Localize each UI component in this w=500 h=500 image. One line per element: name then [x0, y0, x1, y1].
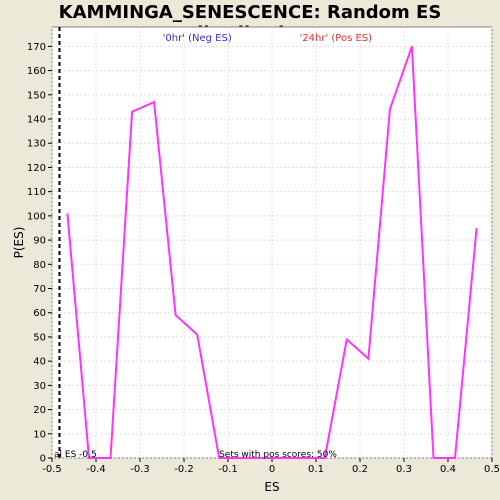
x-tick-label: 0.4 [440, 464, 456, 475]
legend-neg-es: '0hr' (Neg ES) [163, 33, 232, 44]
x-tick-label: 0.5 [484, 464, 500, 475]
y-tick-label: 140 [27, 115, 46, 126]
y-tick-label: 30 [33, 381, 46, 392]
x-tick-label: -0.4 [86, 464, 106, 475]
x-tick-label: -0.1 [218, 464, 238, 475]
grid [51, 27, 493, 459]
x-tick-label: -0.2 [174, 464, 194, 475]
y-tick-label: 130 [27, 139, 46, 150]
y-tick-label: 110 [27, 187, 46, 198]
x-tick-label: -0.3 [130, 464, 150, 475]
y-tick-label: 40 [33, 357, 46, 368]
y-tick-label: 50 [33, 332, 46, 343]
series-line [66, 46, 478, 459]
y-tick-label: 150 [27, 90, 46, 101]
y-tick-label: 20 [33, 405, 46, 416]
y-tick-label: 10 [33, 429, 46, 440]
pos-scores-annotation: Sets with pos scores: 50% [219, 450, 337, 460]
x-axis-label: ES [264, 480, 279, 494]
legend-pos-es: '24hr' (Pos ES) [300, 33, 373, 44]
y-tick-label: 90 [33, 236, 46, 247]
observed-es-label: al ES -0.5 [54, 450, 97, 460]
axis-ticks: 0 10 20 30 40 50 60 70 80 90 100 110 120 130 140 150 160… [27, 42, 500, 475]
plot-area [51, 26, 493, 459]
x-tick-label: 0.3 [396, 464, 412, 475]
y-axis-label: P(ES) [12, 227, 26, 259]
y-tick-label: 60 [33, 308, 46, 319]
x-tick-label: 0 [269, 464, 275, 475]
y-tick-label: 170 [27, 42, 46, 53]
y-tick-label: 80 [33, 260, 46, 271]
y-tick-label: 100 [27, 211, 46, 222]
y-tick-label: 0 [40, 454, 46, 465]
y-tick-label: 120 [27, 163, 46, 174]
y-tick-label: 160 [27, 66, 46, 77]
x-tick-label: 0.1 [308, 464, 324, 475]
x-tick-label: 0.2 [352, 464, 368, 475]
y-tick-label: 70 [33, 284, 46, 295]
x-tick-label: -0.5 [42, 464, 62, 475]
